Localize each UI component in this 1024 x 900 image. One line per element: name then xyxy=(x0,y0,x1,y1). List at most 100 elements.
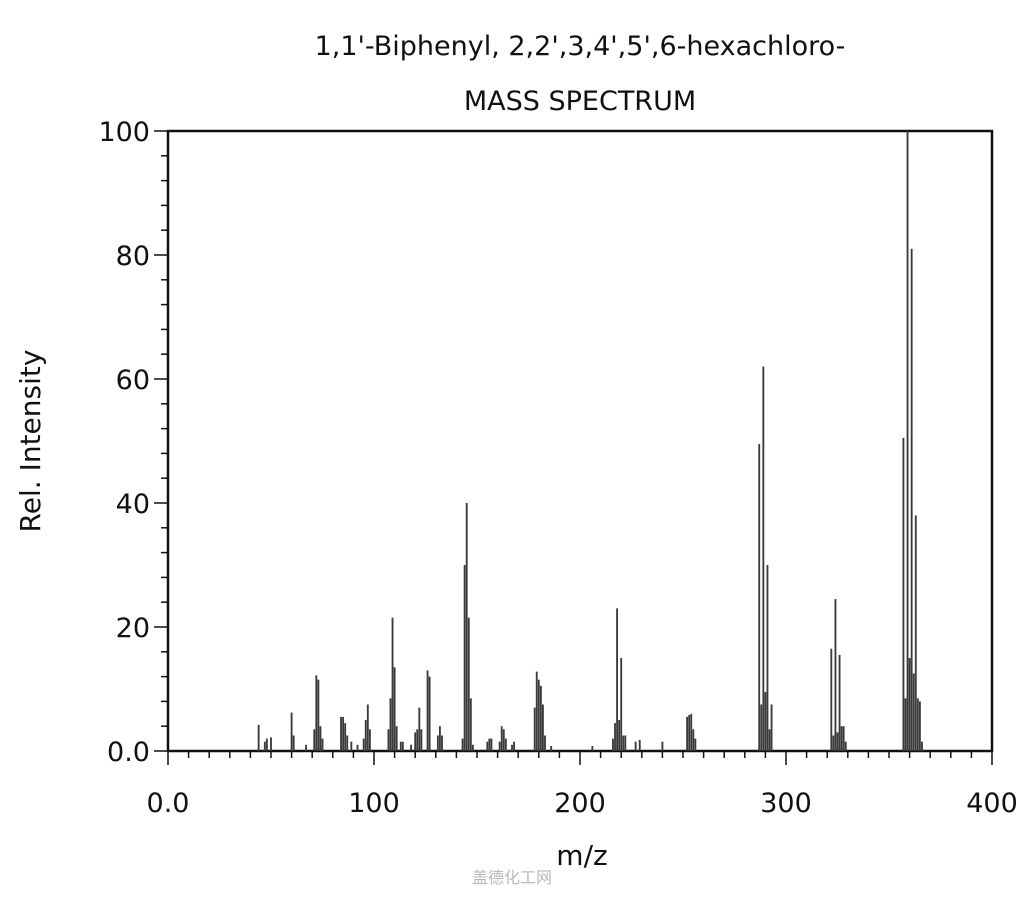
spectrum-peak xyxy=(544,735,546,751)
spectrum-peak xyxy=(764,692,767,751)
y-tick-labels: 0.0 20 40 60 80 100 xyxy=(98,117,150,768)
spectrum-peak xyxy=(362,738,365,751)
spectrum-peak xyxy=(441,735,443,751)
spectrum-peak xyxy=(537,679,540,751)
spectrum-peak xyxy=(315,675,318,751)
spectrum-peak xyxy=(364,720,367,751)
spectrum-peak xyxy=(387,729,390,751)
spectrum-peak xyxy=(618,720,621,751)
spectrum-peak xyxy=(321,738,324,751)
spectrum-peak xyxy=(834,599,837,751)
spectrum-peak xyxy=(467,617,470,751)
spectrum-peak xyxy=(550,746,553,751)
x-tick-label: 400 xyxy=(966,788,1018,819)
spectrum-peak xyxy=(366,704,369,751)
y-tick-label: 0.0 xyxy=(107,737,150,768)
spectrum-peak xyxy=(620,658,623,751)
y-tick-label: 20 xyxy=(116,613,150,644)
spectrum-peak xyxy=(916,698,919,751)
spectrum-peak xyxy=(758,444,761,751)
spectrum-peak xyxy=(490,738,493,751)
spectrum-peak xyxy=(263,741,266,751)
spectrum-peak xyxy=(908,658,911,751)
spectrum-peak xyxy=(766,565,769,751)
spectrum-peak xyxy=(840,726,843,751)
x-tick-label: 200 xyxy=(554,788,606,819)
spectrum-peak xyxy=(614,723,616,751)
spectrum-peak xyxy=(533,707,536,751)
spectrum-peak xyxy=(356,744,359,751)
spectrum-peak xyxy=(692,729,695,751)
y-axis-label: Rel. Intensity xyxy=(14,350,47,533)
spectrum-peak xyxy=(461,738,464,751)
spectrum-peak xyxy=(694,738,697,751)
spectrum-peak xyxy=(842,726,845,751)
spectrum-peak xyxy=(612,738,614,751)
y-tick-label: 60 xyxy=(116,365,150,396)
spectrum-peak xyxy=(350,741,353,751)
spectrum-peak xyxy=(436,735,439,751)
spectrum-peak xyxy=(340,716,342,751)
spectrum-peak xyxy=(511,744,513,751)
spectrum-peak xyxy=(313,729,316,751)
spectrum-peak xyxy=(465,503,468,751)
spectrum-peak xyxy=(912,673,915,751)
chart-title: 1,1'-Biphenyl, 2,2',3,4',5',6-hexachloro… xyxy=(315,31,846,62)
spectrum-peak xyxy=(762,366,765,751)
spectrum-peak xyxy=(616,608,619,751)
spectrum-peak xyxy=(471,744,474,751)
spectrum-peak xyxy=(438,726,441,751)
spectrum-peak xyxy=(513,741,516,751)
spectrum-peak xyxy=(836,732,839,751)
spectrum-peak xyxy=(500,726,503,751)
spectrum-peak xyxy=(690,713,693,751)
spectrum-peak xyxy=(410,744,413,751)
spectrum-peak xyxy=(305,744,307,751)
spectrum-peak xyxy=(290,712,293,751)
spectrum-peak xyxy=(502,729,505,751)
spectrum-peak xyxy=(319,726,322,751)
spectrum-peak xyxy=(342,716,345,751)
spectrum-peak xyxy=(906,131,909,751)
spectrum-peak xyxy=(921,741,923,751)
x-tick-label: 0.0 xyxy=(147,788,190,819)
spectrum-peak xyxy=(418,707,421,751)
spectrum-peak xyxy=(368,729,371,751)
spectrum-peak xyxy=(463,565,466,751)
spectrum-peak xyxy=(344,723,347,751)
spectrum-peak xyxy=(416,729,419,751)
spectrum-peak xyxy=(634,741,637,751)
spectrum-peak xyxy=(591,746,594,751)
spectrum-peak xyxy=(414,732,417,751)
plot-frame xyxy=(166,129,994,753)
spectrum-peak xyxy=(393,667,396,751)
spectrum-peak xyxy=(910,248,913,752)
spectrum-peak xyxy=(391,617,394,751)
spectrum-peak xyxy=(622,735,625,751)
x-tick-labels: 0.0 100 200 300 400 xyxy=(147,788,1018,819)
spectrum-peak xyxy=(488,738,491,751)
x-tick-label: 100 xyxy=(348,788,400,819)
spectrum-peak xyxy=(914,515,917,751)
spectrum-peak xyxy=(904,698,907,751)
axis-ticks xyxy=(154,130,993,765)
spectrum-peak xyxy=(270,737,272,751)
spectrum-peak xyxy=(535,671,538,751)
spectrum-peak xyxy=(265,738,268,751)
spectrum-peak xyxy=(504,738,507,751)
spectrum-peak xyxy=(768,729,771,751)
spectrum-peak xyxy=(428,676,431,751)
spectrum-peaks xyxy=(257,131,923,752)
spectrum-peak xyxy=(292,735,295,751)
spectrum-peak xyxy=(832,735,835,751)
spectrum-peak xyxy=(844,741,847,751)
spectrum-peak xyxy=(486,741,489,751)
y-tick-label: 80 xyxy=(116,241,150,272)
spectrum-peak xyxy=(760,704,763,751)
spectrum-peak xyxy=(638,739,641,751)
spectrum-peak xyxy=(469,698,472,751)
spectrum-peak xyxy=(541,704,544,751)
spectrum-peak xyxy=(686,716,689,751)
spectrum-peak xyxy=(624,735,627,751)
